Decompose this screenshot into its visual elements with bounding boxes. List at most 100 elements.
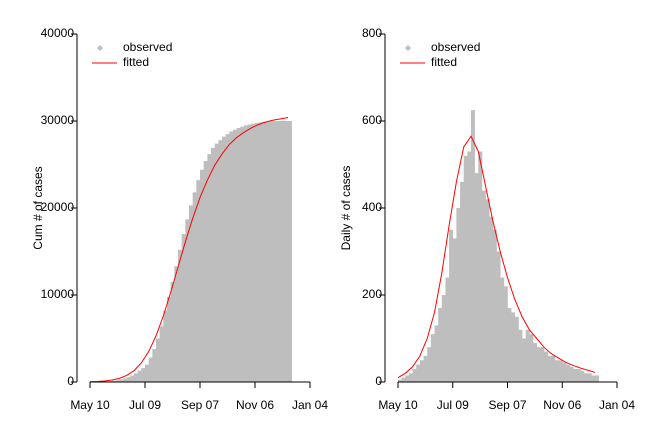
bar	[522, 339, 526, 383]
bar	[435, 325, 439, 382]
x-tick-label: Nov 06	[543, 398, 581, 412]
y-axis-label: Daily # of cases	[339, 166, 353, 251]
y-tick-label: 800	[362, 26, 382, 40]
bar	[215, 144, 219, 382]
bar	[445, 278, 449, 382]
bar	[182, 234, 186, 382]
bar	[193, 192, 197, 382]
bar	[464, 156, 468, 382]
bar	[424, 356, 428, 382]
bar	[591, 375, 595, 382]
bar	[482, 191, 486, 382]
bar	[438, 308, 442, 382]
bar	[504, 286, 508, 382]
bar	[196, 180, 200, 382]
bar	[262, 122, 266, 382]
legend-label: fitted	[431, 55, 457, 69]
bar	[171, 282, 175, 382]
bar	[222, 137, 226, 382]
bar	[577, 369, 581, 382]
x-tick-label: May 10	[70, 398, 110, 412]
bar	[500, 278, 504, 382]
bar	[189, 205, 193, 382]
bar	[145, 365, 149, 382]
bar	[588, 373, 592, 382]
bar	[431, 334, 435, 382]
bar	[416, 365, 420, 382]
bar	[251, 124, 255, 382]
bar	[566, 365, 570, 382]
bar	[497, 252, 501, 383]
bar	[533, 343, 537, 382]
bar	[581, 371, 585, 382]
bar	[174, 266, 178, 382]
bar	[493, 230, 497, 382]
bar	[185, 219, 189, 382]
bar	[402, 378, 406, 382]
bar	[584, 373, 588, 382]
bar	[277, 121, 281, 382]
bar	[130, 375, 134, 382]
y-tick-label: 30000	[41, 113, 75, 127]
bar	[595, 375, 599, 382]
bar	[559, 360, 563, 382]
x-tick-label: Jul 09	[437, 398, 469, 412]
y-tick-label: 0	[67, 374, 74, 388]
bar	[207, 154, 211, 382]
bar	[141, 368, 145, 382]
bar	[537, 347, 541, 382]
bar	[138, 371, 142, 382]
bar	[551, 356, 555, 382]
bar	[273, 121, 277, 382]
bar	[544, 352, 548, 382]
bar	[442, 295, 446, 382]
y-tick-label: 10000	[41, 287, 75, 301]
bar	[244, 125, 248, 382]
bar	[237, 128, 241, 382]
bar	[123, 379, 127, 382]
x-tick-label: Jan 04	[599, 398, 635, 412]
bar	[229, 131, 233, 382]
y-axis-label: Cum # of cases	[31, 166, 45, 249]
x-tick-label: May 10	[378, 398, 418, 412]
bar	[508, 308, 512, 382]
y-tick-label: 0	[375, 374, 382, 388]
bar	[427, 347, 431, 382]
bar	[127, 377, 131, 382]
bar	[281, 121, 285, 382]
legend-label: fitted	[123, 55, 149, 69]
bar	[573, 369, 577, 382]
bar	[156, 339, 160, 383]
bar	[555, 360, 559, 382]
legend-marker	[405, 45, 411, 51]
bar	[489, 217, 493, 382]
bar	[270, 121, 274, 382]
bar	[515, 317, 519, 382]
bar	[562, 362, 566, 382]
bar	[284, 121, 288, 382]
legend-label: observed	[431, 40, 480, 54]
bar	[518, 330, 522, 382]
legend-marker	[97, 45, 103, 51]
bar	[204, 161, 208, 382]
y-tick-label: 20000	[41, 200, 75, 214]
bar	[570, 367, 574, 382]
bar	[409, 373, 413, 382]
bar	[486, 199, 490, 382]
bar	[511, 312, 515, 382]
bar	[200, 170, 204, 382]
bar	[233, 130, 237, 382]
bar	[453, 238, 457, 382]
y-tick-label: 600	[362, 113, 382, 127]
bar	[540, 347, 544, 382]
bar	[211, 148, 215, 382]
bar	[471, 110, 475, 382]
x-tick-label: Jul 09	[129, 398, 161, 412]
x-tick-label: Sep 07	[488, 398, 526, 412]
bar	[226, 134, 230, 382]
bar	[218, 140, 222, 382]
